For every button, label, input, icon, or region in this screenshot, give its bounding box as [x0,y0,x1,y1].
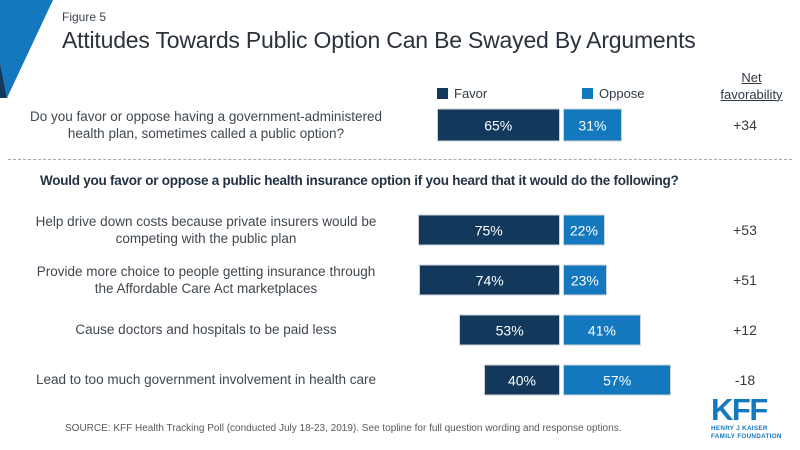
chart-row: Lead to too much government involvement … [0,355,800,405]
favor-value: 65% [484,117,513,133]
oppose-swatch-icon [582,88,593,99]
bar-area: 40% 57% [400,355,690,405]
chart-row: Do you favor or oppose having a governme… [0,96,800,154]
net-value: +34 [733,117,757,133]
oppose-bar: 31% [563,108,622,142]
bar-area: 74% 23% [400,255,690,305]
oppose-value: 57% [603,372,632,388]
source-note: SOURCE: KFF Health Tracking Poll (conduc… [65,423,622,434]
legend-oppose-label: Oppose [599,86,645,101]
oppose-bar: 23% [563,264,607,296]
oppose-value: 31% [578,117,607,133]
oppose-bar: 57% [563,364,672,396]
oppose-bar: 41% [563,314,641,346]
bar-area: 65% 31% [400,96,690,154]
favor-bar: 40% [484,364,560,396]
favor-value: 53% [495,322,524,338]
net-value: +53 [733,222,757,238]
favor-bar: 75% [417,214,560,246]
favor-value: 40% [507,372,537,388]
favor-bar: 65% [436,108,560,142]
figure-label: Figure 5 [62,10,107,24]
stacked-bar-chart: Do you favor or oppose having a governme… [0,96,800,405]
oppose-value: 22% [569,222,598,238]
favor-value: 74% [475,272,504,288]
kff-logo-subtext: HENRY J KAISER FAMILY FOUNDATION [711,425,782,441]
statement-label: Provide more choice to people getting in… [36,263,376,296]
legend-item-oppose: Oppose [582,86,645,101]
oppose-bar: 22% [563,214,605,246]
chart-row: Provide more choice to people getting in… [0,255,800,305]
page-title: Attitudes Towards Public Option Can Be S… [62,27,696,53]
oppose-value: 41% [587,322,616,338]
legend-favor-label: Favor [454,86,488,101]
kff-logo: KFF HENRY J KAISER FAMILY FOUNDATION [711,392,782,441]
net-value: -18 [734,372,756,388]
question-label: Do you favor or oppose having a governme… [30,108,382,141]
kff-logo-text: KFF [711,392,768,427]
bar-area: 53% 41% [400,305,690,355]
legend-item-favor: Favor [437,86,487,101]
favor-bar: 53% [459,314,560,346]
chart-row: Cause doctors and hospitals to be paid l… [0,305,800,355]
oppose-value: 23% [570,272,599,288]
net-favorability-header: Net favorability [720,70,783,102]
net-value: +12 [733,322,757,338]
favor-swatch-icon [437,88,448,99]
statement-label: Cause doctors and hospitals to be paid l… [75,322,337,338]
favor-bar: 74% [419,264,560,296]
chart-row: Help drive down costs because private in… [0,205,800,255]
favor-value: 75% [474,222,503,238]
statement-label: Help drive down costs because private in… [35,213,377,246]
section-heading: Would you favor or oppose a public healt… [40,173,679,188]
dashed-divider [8,159,792,160]
statement-label: Lead to too much government involvement … [36,372,376,388]
net-value: +51 [733,272,757,288]
corner-accent-shape [0,0,53,98]
bar-area: 75% 22% [400,205,690,255]
